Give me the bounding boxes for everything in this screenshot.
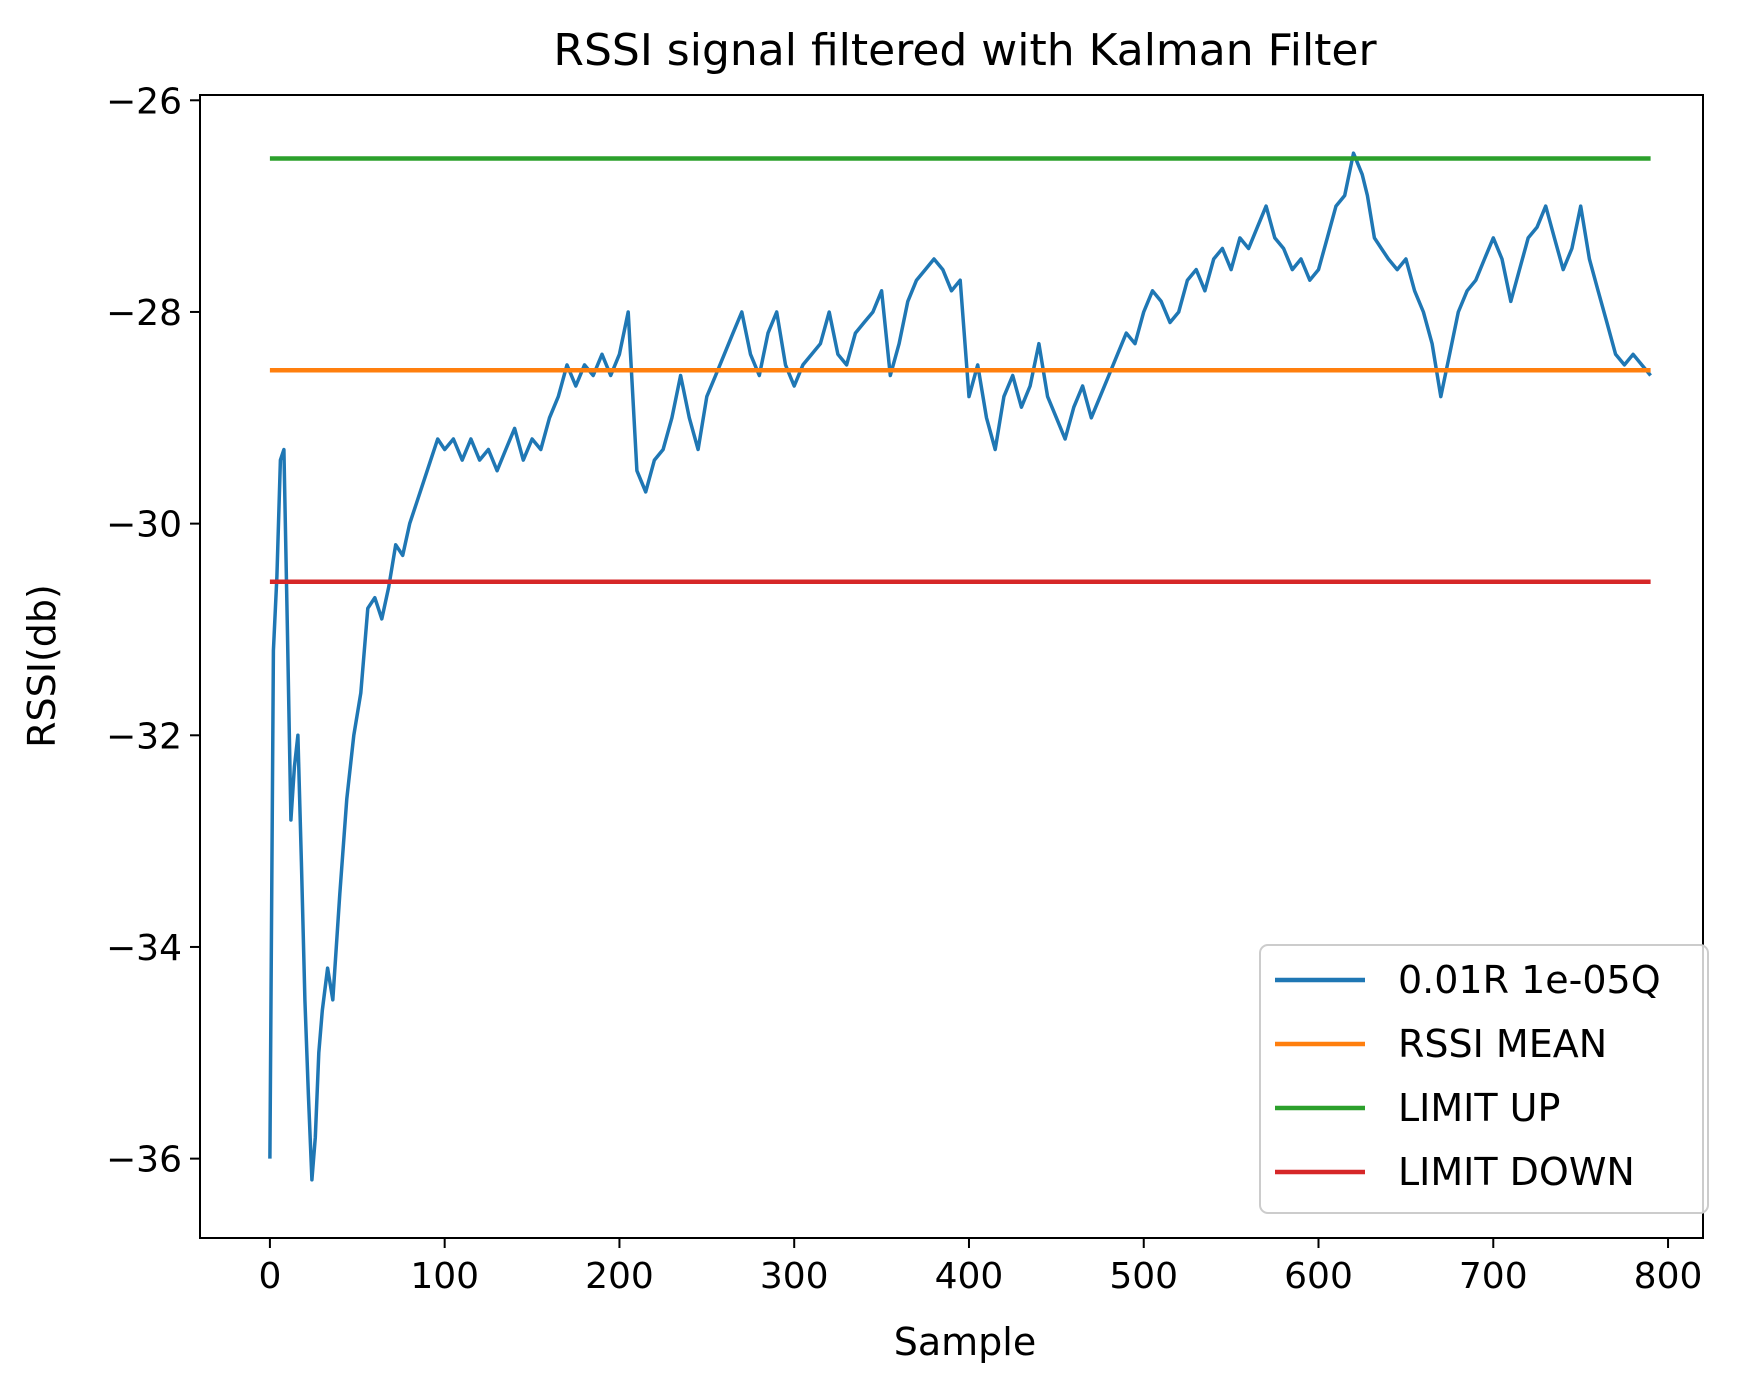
x-tick-label: 200 — [585, 1256, 654, 1297]
chart-title: RSSI signal filtered with Kalman Filter — [553, 25, 1377, 76]
y-tick-label: −32 — [106, 716, 182, 757]
legend-label: LIMIT UP — [1398, 1086, 1560, 1130]
series-layer — [268, 151, 1652, 1182]
x-tick-label: 100 — [410, 1256, 479, 1297]
x-tick-label: 300 — [760, 1256, 829, 1297]
x-tick-label: 800 — [1634, 1256, 1703, 1297]
legend-label: RSSI MEAN — [1398, 1022, 1607, 1066]
plot-frame — [199, 94, 1704, 1239]
legend-label: LIMIT DOWN — [1398, 1150, 1635, 1194]
x-axis-label: Sample — [894, 1320, 1036, 1364]
x-tick-label: 500 — [1109, 1256, 1178, 1297]
y-tick-label: −28 — [106, 293, 182, 334]
y-tick-label: −30 — [106, 505, 182, 546]
y-axis-ticks: −36 −34 −32 −30 −28 −26 — [106, 81, 200, 1181]
x-tick-label: 400 — [935, 1256, 1004, 1297]
legend-box — [1259, 944, 1709, 1214]
x-axis-ticks: 0 100 200 300 400 500 600 700 800 — [258, 1238, 1702, 1297]
plot-area — [199, 94, 1704, 1239]
series-line-0-01r-1e-05q — [268, 151, 1652, 1182]
y-axis-label: RSSI(db) — [20, 584, 64, 748]
legend: 0.01R 1e-05Q RSSI MEAN LIMIT UP LIMIT DOWN — [1259, 944, 1709, 1214]
x-tick-label: 600 — [1284, 1256, 1353, 1297]
y-tick-label: −34 — [106, 928, 182, 969]
legend-label: 0.01R 1e-05Q — [1398, 958, 1661, 1002]
y-tick-label: −36 — [106, 1140, 182, 1181]
y-tick-label: −26 — [106, 81, 182, 122]
x-tick-label: 700 — [1459, 1256, 1528, 1297]
x-tick-label: 0 — [258, 1256, 281, 1297]
